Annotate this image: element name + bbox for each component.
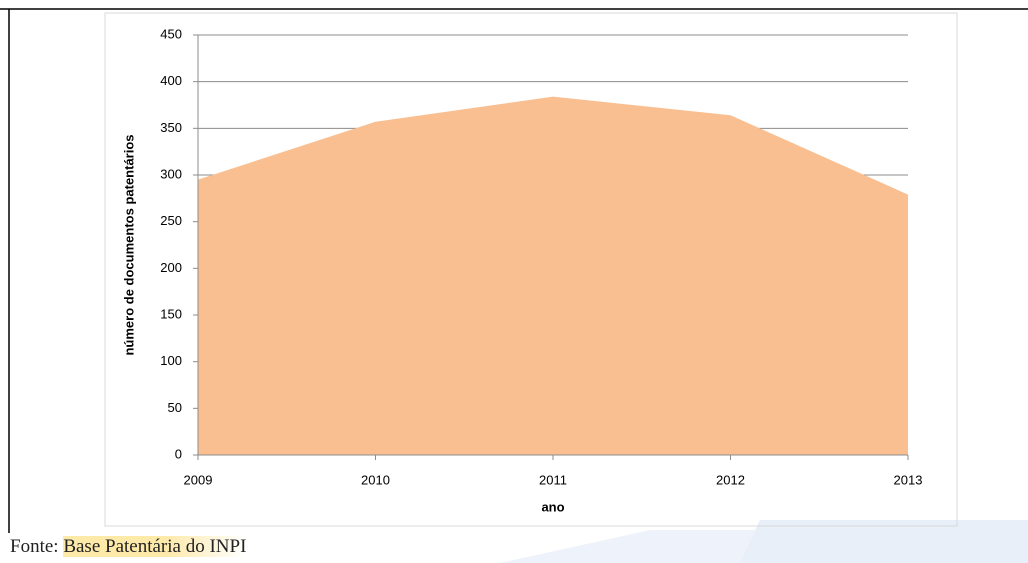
y-tick-label: 100 xyxy=(160,353,182,368)
caption: Fonte: Base Patentária do INPI xyxy=(10,536,247,558)
y-tick-label: 250 xyxy=(160,213,182,228)
y-tick-label: 450 xyxy=(160,26,182,41)
y-tick-label: 150 xyxy=(160,306,182,321)
x-axis-label: ano xyxy=(541,499,564,514)
caption-source: Base Patentária do INPI xyxy=(63,536,247,557)
x-tick-label: 2011 xyxy=(539,472,567,487)
x-tick-label: 2012 xyxy=(716,472,745,487)
y-axis-label: número de documentos patentários xyxy=(121,134,136,355)
area xyxy=(198,96,908,455)
y-tick-label: 50 xyxy=(168,400,182,415)
y-tick-label: 0 xyxy=(175,446,182,461)
caption-prefix: Fonte: xyxy=(10,536,64,557)
y-tick-label: 350 xyxy=(160,120,182,135)
y-tick-label: 300 xyxy=(160,166,182,181)
x-tick-label: 2013 xyxy=(894,472,923,487)
watermark xyxy=(500,530,820,563)
x-tick-label: 2009 xyxy=(184,472,213,487)
x-tick-label: 2010 xyxy=(361,472,390,487)
watermark xyxy=(740,520,1028,563)
y-tick-label: 400 xyxy=(160,73,182,88)
chart-frame xyxy=(104,12,958,527)
y-tick-label: 200 xyxy=(160,260,182,275)
